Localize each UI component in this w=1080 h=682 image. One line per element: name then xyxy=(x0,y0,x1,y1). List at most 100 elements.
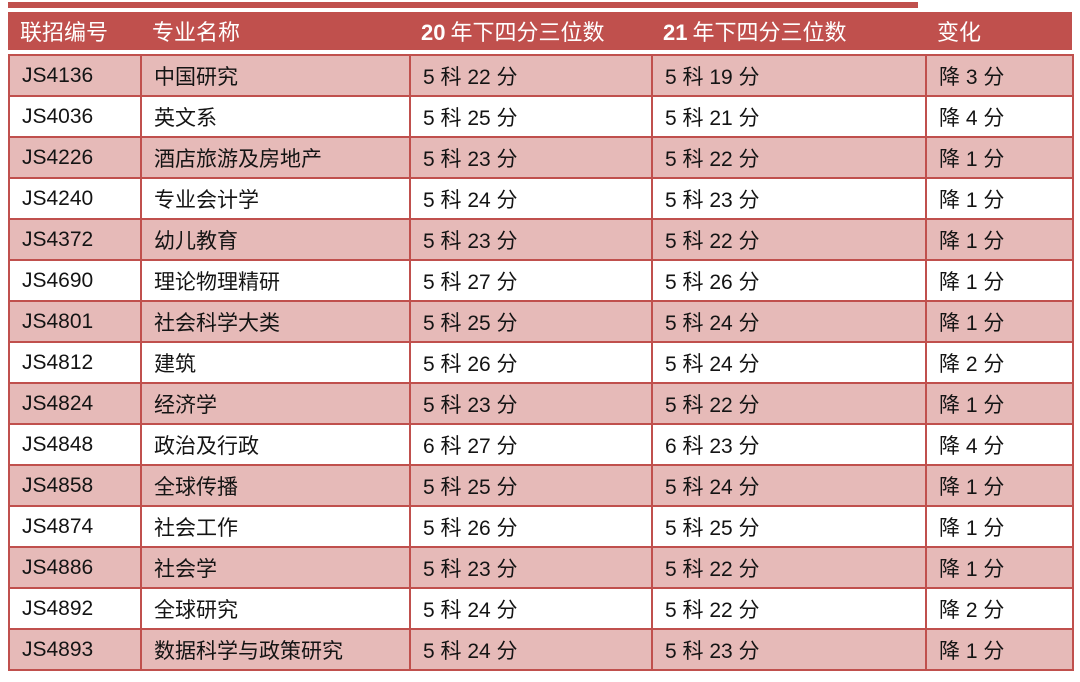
cell-score-2020: 5 科 23 分 xyxy=(409,546,653,589)
cell-change: 降 1 分 xyxy=(925,628,1074,671)
cell-major: 酒店旅游及房地产 xyxy=(140,136,411,179)
cell-major: 建筑 xyxy=(140,341,411,384)
cell-change: 降 4 分 xyxy=(925,95,1074,138)
cell-code: JS4801 xyxy=(8,300,142,343)
cell-score-2021: 5 科 22 分 xyxy=(651,218,927,261)
cell-code: JS4240 xyxy=(8,177,142,220)
cell-code: JS4136 xyxy=(8,54,142,97)
table-row: JS4036 英文系 5 科 25 分 5 科 21 分 降 4 分 xyxy=(8,95,1074,138)
cell-major: 经济学 xyxy=(140,382,411,425)
table-row: JS4372 幼儿教育 5 科 23 分 5 科 22 分 降 1 分 xyxy=(8,218,1074,261)
table-row: JS4801 社会科学大类 5 科 25 分 5 科 24 分 降 1 分 xyxy=(8,300,1074,343)
header-col-major: 专业名称 xyxy=(152,20,241,45)
header-year-20: 20 xyxy=(421,20,446,45)
header-col-code: 联招编号 xyxy=(20,20,109,45)
table-row: JS4893 数据科学与政策研究 5 科 24 分 5 科 23 分 降 1 分 xyxy=(8,628,1074,671)
cell-change: 降 1 分 xyxy=(925,546,1074,589)
cell-code: JS4824 xyxy=(8,382,142,425)
cell-score-2021: 5 科 22 分 xyxy=(651,382,927,425)
cell-major: 政治及行政 xyxy=(140,423,411,466)
cell-code: JS4874 xyxy=(8,505,142,548)
table-row: JS4824 经济学 5 科 23 分 5 科 22 分 降 1 分 xyxy=(8,382,1074,425)
cell-score-2021: 5 科 26 分 xyxy=(651,259,927,302)
cell-major: 幼儿教育 xyxy=(140,218,411,261)
table-top-border-strip xyxy=(8,2,918,8)
cell-score-2021: 5 科 24 分 xyxy=(651,341,927,384)
cell-code: JS4858 xyxy=(8,464,142,507)
cell-score-2020: 5 科 22 分 xyxy=(409,54,653,97)
header-col-change: 变化 xyxy=(937,20,982,45)
cell-code: JS4372 xyxy=(8,218,142,261)
cell-major: 全球研究 xyxy=(140,587,411,630)
cell-major: 社会工作 xyxy=(140,505,411,548)
cell-change: 降 2 分 xyxy=(925,341,1074,384)
header-year-21: 21 xyxy=(663,20,688,45)
table-body: JS4136 中国研究 5 科 22 分 5 科 19 分 降 3 分 JS40… xyxy=(8,54,1074,671)
cell-score-2020: 5 科 24 分 xyxy=(409,177,653,220)
cell-code: JS4893 xyxy=(8,628,142,671)
cell-score-2021: 5 科 22 分 xyxy=(651,136,927,179)
table-header-row: 联招编号 专业名称 20 年下四分三位数 21 年下四分三位数 变化 xyxy=(8,12,1072,50)
cell-score-2020: 5 科 23 分 xyxy=(409,218,653,261)
table-row: JS4858 全球传播 5 科 25 分 5 科 24 分 降 1 分 xyxy=(8,464,1074,507)
cell-score-2021: 5 科 24 分 xyxy=(651,300,927,343)
cell-change: 降 3 分 xyxy=(925,54,1074,97)
cell-major: 全球传播 xyxy=(140,464,411,507)
cell-major: 数据科学与政策研究 xyxy=(140,628,411,671)
cell-score-2020: 5 科 25 分 xyxy=(409,464,653,507)
cell-score-2021: 5 科 25 分 xyxy=(651,505,927,548)
cell-change: 降 1 分 xyxy=(925,259,1074,302)
cell-score-2020: 5 科 25 分 xyxy=(409,300,653,343)
cell-code: JS4886 xyxy=(8,546,142,589)
cell-score-2020: 5 科 24 分 xyxy=(409,628,653,671)
cell-change: 降 1 分 xyxy=(925,177,1074,220)
cell-score-2020: 5 科 26 分 xyxy=(409,341,653,384)
header-col-score-2020-label: 年下四分三位数 xyxy=(450,20,605,45)
cell-change: 降 1 分 xyxy=(925,300,1074,343)
cell-code: JS4690 xyxy=(8,259,142,302)
table-row: JS4874 社会工作 5 科 26 分 5 科 25 分 降 1 分 xyxy=(8,505,1074,548)
cell-score-2020: 5 科 27 分 xyxy=(409,259,653,302)
table-row: JS4812 建筑 5 科 26 分 5 科 24 分 降 2 分 xyxy=(8,341,1074,384)
cell-score-2020: 5 科 26 分 xyxy=(409,505,653,548)
cell-score-2021: 5 科 22 分 xyxy=(651,546,927,589)
cell-major: 英文系 xyxy=(140,95,411,138)
table-row: JS4690 理论物理精研 5 科 27 分 5 科 26 分 降 1 分 xyxy=(8,259,1074,302)
table-row: JS4240 专业会计学 5 科 24 分 5 科 23 分 降 1 分 xyxy=(8,177,1074,220)
table-row: JS4226 酒店旅游及房地产 5 科 23 分 5 科 22 分 降 1 分 xyxy=(8,136,1074,179)
cell-major: 社会科学大类 xyxy=(140,300,411,343)
cell-score-2020: 5 科 25 分 xyxy=(409,95,653,138)
table-row: JS4886 社会学 5 科 23 分 5 科 22 分 降 1 分 xyxy=(8,546,1074,589)
cell-change: 降 1 分 xyxy=(925,136,1074,179)
cell-score-2021: 5 科 22 分 xyxy=(651,587,927,630)
cell-code: JS4812 xyxy=(8,341,142,384)
cell-score-2020: 5 科 23 分 xyxy=(409,136,653,179)
cell-score-2020: 5 科 23 分 xyxy=(409,382,653,425)
cell-score-2021: 5 科 23 分 xyxy=(651,177,927,220)
cell-code: JS4892 xyxy=(8,587,142,630)
cell-change: 降 1 分 xyxy=(925,218,1074,261)
cell-change: 降 1 分 xyxy=(925,505,1074,548)
table-row: JS4892 全球研究 5 科 24 分 5 科 22 分 降 2 分 xyxy=(8,587,1074,630)
cell-score-2020: 5 科 24 分 xyxy=(409,587,653,630)
cell-code: JS4036 xyxy=(8,95,142,138)
cell-major: 理论物理精研 xyxy=(140,259,411,302)
cell-score-2020: 6 科 27 分 xyxy=(409,423,653,466)
cell-score-2021: 5 科 19 分 xyxy=(651,54,927,97)
cell-major: 中国研究 xyxy=(140,54,411,97)
score-table: JS4136 中国研究 5 科 22 分 5 科 19 分 降 3 分 JS40… xyxy=(8,54,1074,671)
cell-code: JS4226 xyxy=(8,136,142,179)
cell-major: 专业会计学 xyxy=(140,177,411,220)
cell-change: 降 1 分 xyxy=(925,464,1074,507)
cell-change: 降 4 分 xyxy=(925,423,1074,466)
cell-score-2021: 6 科 23 分 xyxy=(651,423,927,466)
header-col-score-2021: 21 年下四分三位数 xyxy=(651,15,925,47)
table-row: JS4848 政治及行政 6 科 27 分 6 科 23 分 降 4 分 xyxy=(8,423,1074,466)
cell-change: 降 2 分 xyxy=(925,587,1074,630)
cell-code: JS4848 xyxy=(8,423,142,466)
cell-major: 社会学 xyxy=(140,546,411,589)
header-col-score-2020: 20 年下四分三位数 xyxy=(409,15,651,47)
cell-score-2021: 5 科 21 分 xyxy=(651,95,927,138)
cell-score-2021: 5 科 23 分 xyxy=(651,628,927,671)
